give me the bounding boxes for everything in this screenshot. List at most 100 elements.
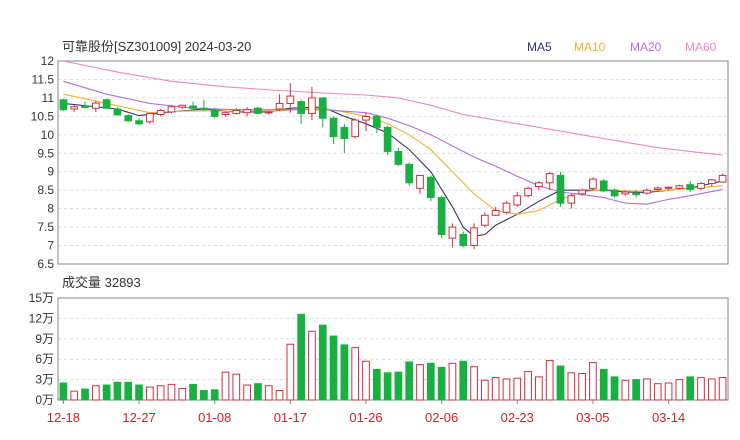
candle-body bbox=[91, 102, 100, 109]
volume-bar bbox=[135, 384, 143, 401]
volume-bar bbox=[589, 362, 597, 401]
candle-body bbox=[567, 195, 576, 204]
candle-body bbox=[545, 173, 554, 184]
candle-body bbox=[426, 176, 435, 199]
volume-bar bbox=[286, 343, 295, 401]
volume-bar bbox=[340, 344, 349, 401]
volume-bar bbox=[113, 381, 122, 401]
candle-body bbox=[535, 182, 543, 187]
price-tick-label: 7.5 bbox=[37, 220, 54, 234]
ma-line-ma5 bbox=[63, 102, 723, 237]
candle-body bbox=[383, 126, 392, 152]
candle-body bbox=[448, 226, 457, 239]
candle-body bbox=[318, 97, 327, 119]
price-tick-label: 12 bbox=[41, 54, 55, 68]
volume-bar bbox=[416, 364, 424, 401]
candle-body bbox=[221, 112, 230, 116]
volume-bar bbox=[491, 377, 500, 401]
candle-body bbox=[437, 197, 446, 235]
volume-tick-label: 0万 bbox=[35, 393, 54, 407]
volume-bar bbox=[459, 360, 468, 401]
volume-bar bbox=[221, 371, 230, 401]
candle-body bbox=[394, 150, 403, 165]
volume-bar bbox=[686, 376, 695, 401]
legend-ma10: MA10 bbox=[574, 40, 606, 54]
candle-body bbox=[102, 99, 111, 109]
volume-bar bbox=[102, 384, 111, 401]
candle-body bbox=[70, 106, 79, 110]
candle-body bbox=[167, 106, 176, 113]
x-tick-label: 02-23 bbox=[501, 410, 534, 425]
volume-bar bbox=[599, 368, 608, 401]
candle-body bbox=[589, 178, 597, 189]
volume-label: 成交量 32893 bbox=[62, 275, 141, 290]
candle-body bbox=[513, 195, 522, 206]
volume-tick-label: 9万 bbox=[35, 332, 54, 346]
price-tick-label: 7 bbox=[47, 239, 54, 253]
volume-tick-label: 3万 bbox=[35, 373, 54, 387]
volume-bar bbox=[362, 360, 370, 401]
volume-bar bbox=[535, 376, 543, 401]
volume-bar bbox=[210, 389, 219, 401]
volume-tick-label: 6万 bbox=[35, 352, 54, 366]
price-tick-label: 10.5 bbox=[31, 109, 55, 123]
volume-bar bbox=[232, 373, 241, 401]
volume-bar bbox=[318, 324, 327, 401]
x-axis: 12-18 12-27 01-08 01-17 01-26 02-06 02-23 03-05… bbox=[47, 400, 685, 425]
volume-bar bbox=[610, 376, 619, 401]
candle-body bbox=[210, 109, 219, 117]
volume-bar bbox=[707, 378, 716, 401]
volume-bar bbox=[405, 361, 414, 401]
price-tick-label: 11.5 bbox=[32, 72, 55, 86]
x-tick-label: 01-26 bbox=[349, 410, 382, 425]
x-tick-label: 03-05 bbox=[576, 410, 609, 425]
volume-bar bbox=[372, 368, 381, 401]
volume-bar bbox=[567, 372, 576, 401]
x-tick-label: 12-18 bbox=[47, 410, 80, 425]
candle-body bbox=[372, 115, 381, 128]
volume-bar bbox=[448, 362, 457, 401]
candle-body bbox=[416, 174, 424, 189]
x-tick-label: 01-17 bbox=[274, 410, 307, 425]
candle-body bbox=[81, 105, 89, 109]
volume-bar bbox=[556, 365, 565, 401]
candle-body bbox=[643, 189, 651, 194]
candle-body bbox=[351, 119, 360, 138]
x-tick-label: 01-08 bbox=[198, 410, 231, 425]
candle-body bbox=[254, 107, 262, 114]
price-tick-label: 10 bbox=[41, 128, 55, 142]
candle-body bbox=[297, 101, 305, 114]
price-tick-label: 9.5 bbox=[37, 146, 54, 160]
volume-bar bbox=[545, 360, 554, 401]
candle-body bbox=[362, 115, 370, 121]
volume-bar bbox=[481, 379, 489, 401]
volume-bar bbox=[264, 385, 273, 401]
volume-bar bbox=[643, 378, 651, 401]
candle-body bbox=[621, 191, 630, 195]
candle-body bbox=[286, 95, 295, 104]
volume-bar bbox=[513, 377, 522, 401]
volume-bar bbox=[632, 379, 640, 401]
volume-bar bbox=[664, 382, 673, 401]
candle-body bbox=[524, 187, 532, 197]
candle-body bbox=[664, 186, 673, 189]
volume-bar bbox=[426, 362, 435, 401]
volume-bar bbox=[718, 377, 727, 401]
volume-bar bbox=[297, 313, 305, 401]
volume-bar bbox=[243, 384, 251, 401]
ma-line-ma20 bbox=[63, 80, 723, 205]
legend-ma20: MA20 bbox=[630, 40, 662, 54]
volume-bar bbox=[383, 372, 392, 401]
volume-bar bbox=[156, 385, 165, 401]
volume-bar bbox=[697, 377, 705, 401]
candle-body bbox=[718, 174, 727, 183]
x-tick-label: 12-27 bbox=[122, 410, 155, 425]
price-tick-label: 11 bbox=[42, 91, 55, 105]
candle-body bbox=[59, 99, 68, 111]
volume-tick-label: 12万 bbox=[29, 311, 54, 325]
candle-body bbox=[686, 184, 695, 190]
x-tick-label: 02-06 bbox=[425, 410, 458, 425]
candle-body bbox=[610, 189, 619, 197]
candle-body bbox=[491, 209, 500, 216]
volume-bar bbox=[578, 372, 586, 401]
